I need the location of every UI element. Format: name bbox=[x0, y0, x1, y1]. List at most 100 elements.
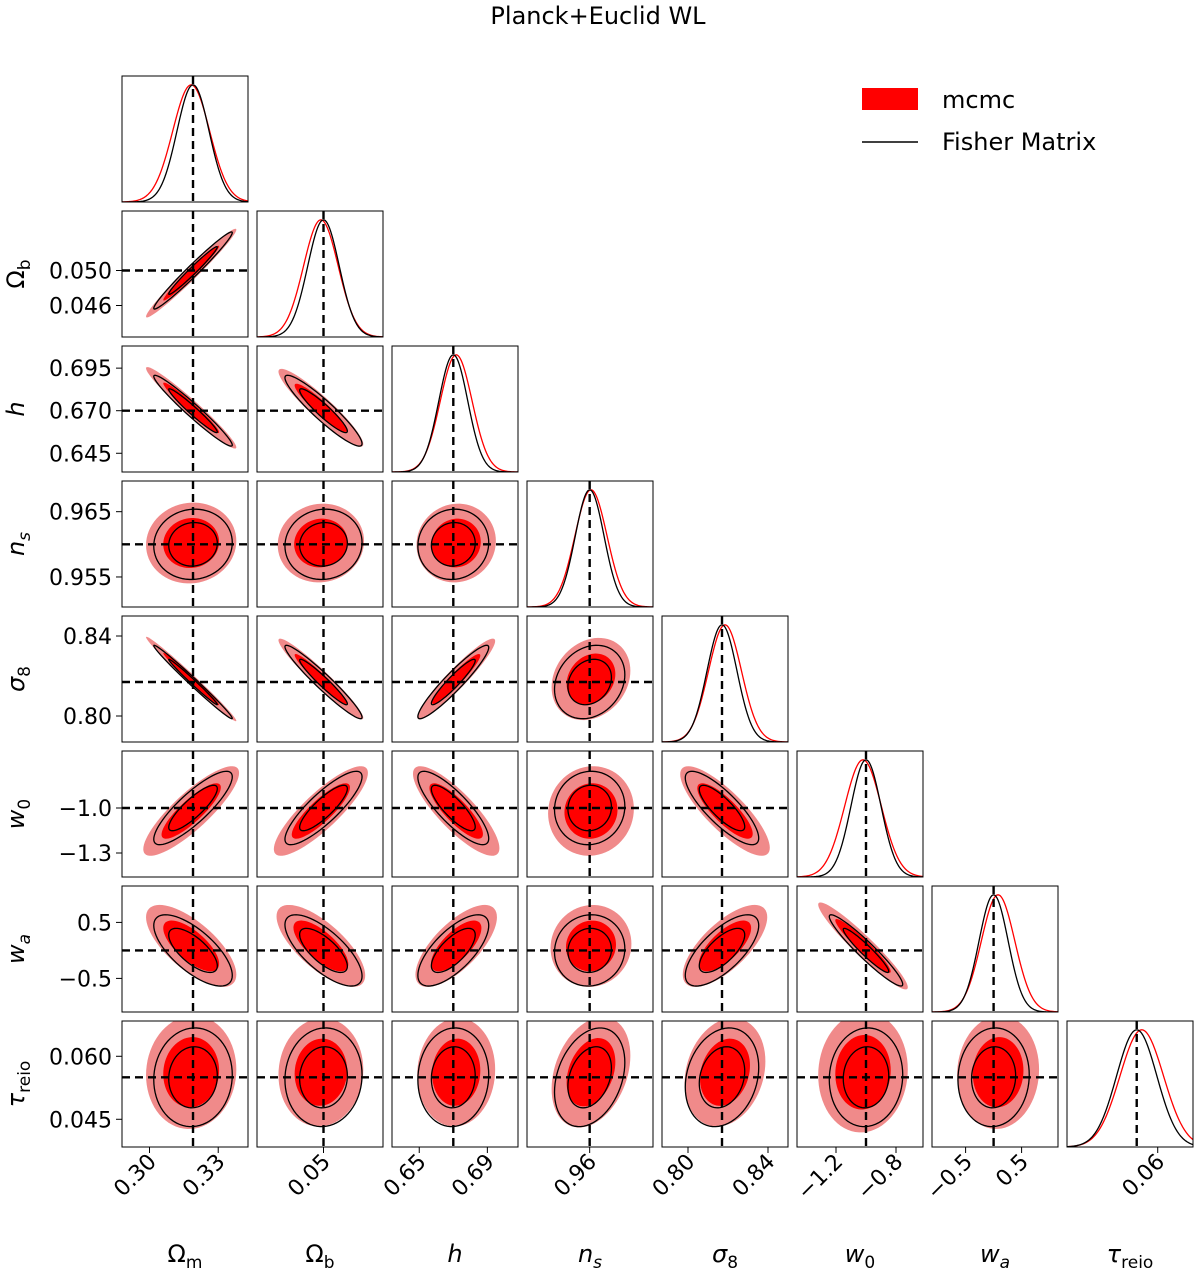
panel-content bbox=[257, 211, 383, 337]
panel-content bbox=[662, 886, 788, 1012]
x-tick-label: 0.5 bbox=[991, 1150, 1033, 1192]
mcmc-contour-68 bbox=[163, 382, 220, 434]
panel-frame bbox=[121, 750, 249, 878]
fisher-posterior-line bbox=[932, 894, 1058, 1012]
param-symbol: Ω bbox=[168, 1240, 186, 1268]
fisher-posterior-line bbox=[257, 219, 383, 337]
fisher-contour-68 bbox=[430, 927, 476, 974]
panel-frame bbox=[661, 1020, 789, 1148]
panel-frame bbox=[121, 1020, 249, 1148]
panel-h-ns bbox=[391, 480, 519, 608]
fisher-contour-95 bbox=[284, 508, 363, 581]
y-tick-label: 0.645 bbox=[49, 442, 112, 467]
param-symbol: n bbox=[2, 541, 30, 556]
panel-content bbox=[392, 886, 518, 1012]
fisher-contour-68 bbox=[842, 1046, 890, 1109]
panel-s8-w0 bbox=[661, 750, 789, 878]
panel-frame bbox=[256, 345, 384, 473]
param-symbol: w bbox=[2, 944, 30, 964]
y-tick-label: 0.965 bbox=[49, 501, 112, 526]
panel-content bbox=[257, 886, 383, 1012]
fisher-contour-95 bbox=[153, 231, 233, 310]
panel-content bbox=[1067, 1021, 1193, 1147]
panel-frame bbox=[256, 210, 384, 338]
fisher-contour-68 bbox=[298, 927, 349, 974]
y-tick-label: 0.050 bbox=[49, 260, 112, 285]
panel-frame bbox=[796, 750, 924, 878]
panel-Ob-wa bbox=[256, 885, 384, 1013]
x-axis-label-s8: σ8 bbox=[712, 1240, 738, 1270]
legend-swatch-mcmc bbox=[862, 88, 918, 110]
panel-frame bbox=[121, 885, 249, 1013]
panel-content bbox=[122, 751, 248, 877]
panel-frame bbox=[526, 480, 654, 608]
mcmc-contour-68 bbox=[698, 920, 752, 972]
x-tick-label: 0.06 bbox=[1118, 1150, 1170, 1202]
fisher-contour-68 bbox=[168, 658, 218, 706]
panel-content bbox=[662, 751, 788, 877]
panel-content bbox=[932, 1021, 1058, 1147]
param-subscript: reio bbox=[15, 1061, 35, 1093]
panel-content bbox=[257, 616, 383, 742]
panel-content bbox=[932, 886, 1058, 1012]
panel-content bbox=[257, 1021, 383, 1147]
chart-title: Planck+Euclid WL bbox=[490, 2, 706, 30]
panel-frame bbox=[661, 615, 789, 743]
legend: mcmc Fisher Matrix bbox=[862, 86, 1096, 156]
y-tick-label: −1.0 bbox=[59, 797, 112, 822]
fisher-contour-95 bbox=[417, 770, 490, 846]
x-tick-label: 0.33 bbox=[178, 1150, 230, 1202]
mcmc-contour-68 bbox=[430, 920, 482, 972]
mcmc-contour-68 bbox=[972, 1037, 1024, 1108]
x-tick-label: 0.69 bbox=[447, 1150, 499, 1202]
fisher-contour-68 bbox=[698, 1046, 746, 1109]
param-symbol: h bbox=[447, 1240, 462, 1268]
y-axis-label-wa: wa bbox=[2, 934, 35, 964]
mcmc-contour-68 bbox=[293, 920, 349, 972]
fisher-contour-68 bbox=[168, 927, 218, 974]
x-tick-label: −0.5 bbox=[922, 1150, 977, 1205]
panel-w0-tau: −1.2 −0.8 bbox=[793, 1020, 924, 1205]
panel-content bbox=[527, 886, 653, 1012]
fisher-contour-95 bbox=[684, 914, 760, 987]
param-symbol: w bbox=[845, 1240, 865, 1268]
fisher-contour-95 bbox=[553, 914, 626, 987]
mcmc-contour-68 bbox=[163, 518, 220, 569]
fisher-contour-95 bbox=[684, 770, 760, 846]
panel-h-tau: 0.65 0.69 bbox=[379, 1020, 519, 1202]
fisher-contour-95 bbox=[284, 914, 363, 987]
panel-s8 bbox=[661, 615, 789, 743]
fisher-contour-95 bbox=[417, 644, 490, 720]
panel-frame bbox=[391, 615, 519, 743]
mcmc-posterior-line bbox=[932, 894, 1058, 1012]
panel-frame bbox=[391, 750, 519, 878]
panel-grid: 0.0460.0500.6450.6700.6950.9550.9650.800… bbox=[2, 75, 1194, 1273]
panel-Ob-h bbox=[256, 345, 384, 473]
mcmc-contour-68 bbox=[835, 919, 891, 973]
panel-s8-tau: 0.80 0.84 bbox=[648, 1020, 789, 1202]
fisher-contour-95 bbox=[417, 508, 490, 581]
panel-tau: 0.06 bbox=[1066, 1020, 1194, 1202]
y-tick-label: 0.060 bbox=[49, 1045, 112, 1070]
fisher-contour-95 bbox=[417, 914, 490, 987]
param-subscript: b bbox=[15, 259, 35, 270]
mcmc-contour-68 bbox=[291, 783, 350, 839]
y-axis-label-Ob: Ωb bbox=[2, 259, 35, 288]
fisher-contour-68 bbox=[698, 784, 746, 832]
panel-h bbox=[391, 345, 519, 473]
y-tick-label: 0.670 bbox=[49, 400, 112, 425]
x-axis-label-Om: Ωm bbox=[168, 1240, 203, 1270]
panel-h-s8 bbox=[391, 615, 519, 743]
panel-content bbox=[122, 886, 248, 1012]
mcmc-contour-68 bbox=[294, 383, 348, 432]
panel-content bbox=[257, 751, 383, 877]
panel-content bbox=[797, 1021, 923, 1147]
panel-Om-wa: −0.5 0.5 bbox=[59, 885, 249, 1013]
panel-Ob-ns bbox=[256, 480, 384, 608]
panel-Om-w0: −1.3 −1.0 bbox=[59, 750, 249, 878]
panel-content bbox=[392, 616, 518, 742]
fisher-contour-68 bbox=[298, 1046, 349, 1109]
panel-Ob-tau: 0.05 bbox=[256, 1020, 384, 1202]
panel-ns-s8 bbox=[526, 615, 654, 743]
panel-frame bbox=[256, 1020, 384, 1148]
